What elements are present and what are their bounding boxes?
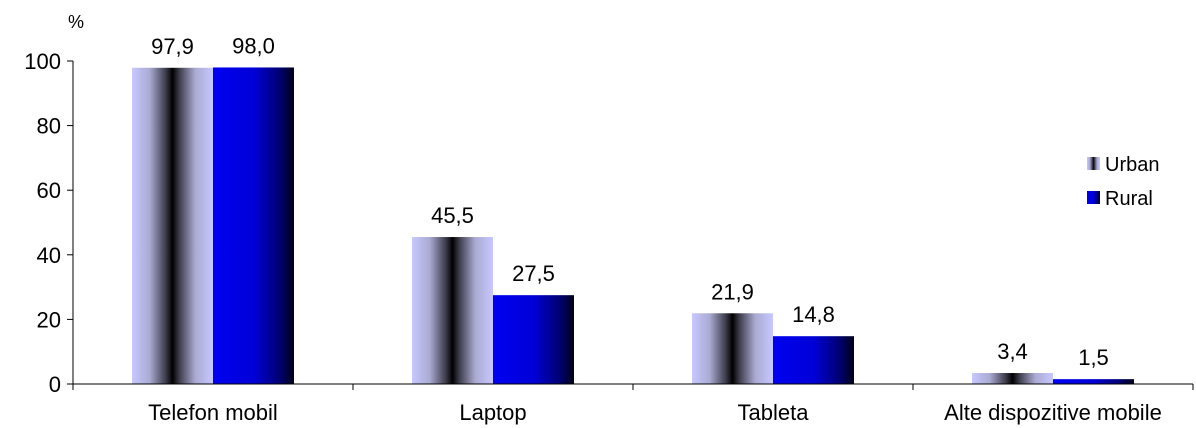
bar-rural (1053, 379, 1134, 384)
data-label: 27,5 (512, 261, 555, 286)
y-tick-label: 60 (37, 178, 61, 203)
bar-urban (692, 313, 773, 384)
bar-rural (773, 336, 854, 384)
x-category-label: Tableta (738, 400, 810, 425)
x-category-label: Alte dispozitive mobile (944, 400, 1162, 425)
data-label: 21,9 (711, 279, 754, 304)
y-tick-label: 100 (24, 49, 61, 74)
data-label: 98,0 (232, 33, 275, 58)
x-category-label: Telefon mobil (148, 400, 278, 425)
bar-rural (493, 295, 574, 384)
x-axis: Telefon mobil Laptop Tableta Alte dispoziti… (72, 383, 1194, 425)
y-tick-label: 80 (37, 114, 61, 139)
legend-label: Rural (1105, 188, 1153, 210)
legend: Urban Rural (1087, 154, 1159, 210)
bar-urban (972, 373, 1053, 384)
y-tick-label: 20 (37, 307, 61, 332)
bar-rural (213, 67, 294, 385)
y-axis-unit-label: % (68, 12, 84, 32)
bar-urban (412, 237, 493, 384)
x-category-label: Laptop (459, 400, 526, 425)
legend-swatch-rural (1087, 191, 1100, 204)
y-axis: 0 20 40 60 80 100 (24, 49, 74, 397)
data-label: 1,5 (1078, 345, 1109, 370)
legend-swatch-urban (1087, 157, 1100, 170)
y-tick-label: 40 (37, 243, 61, 268)
legend-label: Urban (1105, 154, 1159, 176)
bar-urban (132, 67, 213, 385)
data-label: 14,8 (792, 302, 835, 327)
data-label: 97,9 (151, 34, 194, 59)
data-labels: 97,9 98,0 45,5 27,5 21,9 14,8 3,4 1,5 (151, 33, 1109, 370)
y-tick-label: 0 (49, 372, 61, 397)
data-label: 45,5 (431, 203, 474, 228)
bars (132, 67, 1134, 385)
data-label: 3,4 (997, 339, 1028, 364)
